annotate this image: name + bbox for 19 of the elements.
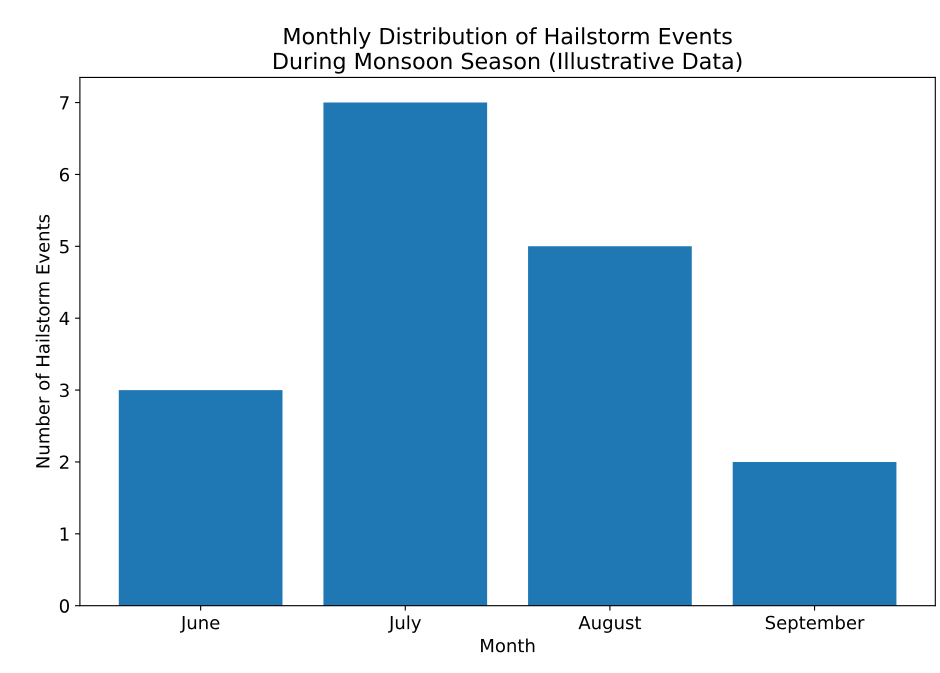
- y-tick-label: 0: [60, 599, 69, 613]
- y-tick-label: 5: [60, 240, 69, 254]
- x-tick-label: August: [578, 616, 642, 633]
- bar: [118, 390, 282, 606]
- y-tick-label: 4: [60, 312, 70, 326]
- y-tick-label: 6: [60, 168, 70, 182]
- y-tick-label: 2: [60, 455, 68, 469]
- y-tick-label: 7: [60, 96, 69, 110]
- bar: [528, 246, 692, 606]
- bar: [323, 102, 488, 606]
- x-tick-label: July: [388, 615, 421, 633]
- x-tick-label: June: [180, 616, 220, 633]
- bar: [732, 462, 896, 606]
- y-tick-label: 1: [60, 528, 69, 541]
- chart-title: Monthly Distribution of Hailstorm Events During Monsoon Season (Illustrative Data): [274, 27, 742, 74]
- y-axis-title: Number of Hailstorm Events: [36, 214, 50, 468]
- x-axis-title: Month: [481, 638, 534, 652]
- x-tick-label: September: [766, 615, 864, 633]
- y-tick-label: 3: [60, 384, 69, 398]
